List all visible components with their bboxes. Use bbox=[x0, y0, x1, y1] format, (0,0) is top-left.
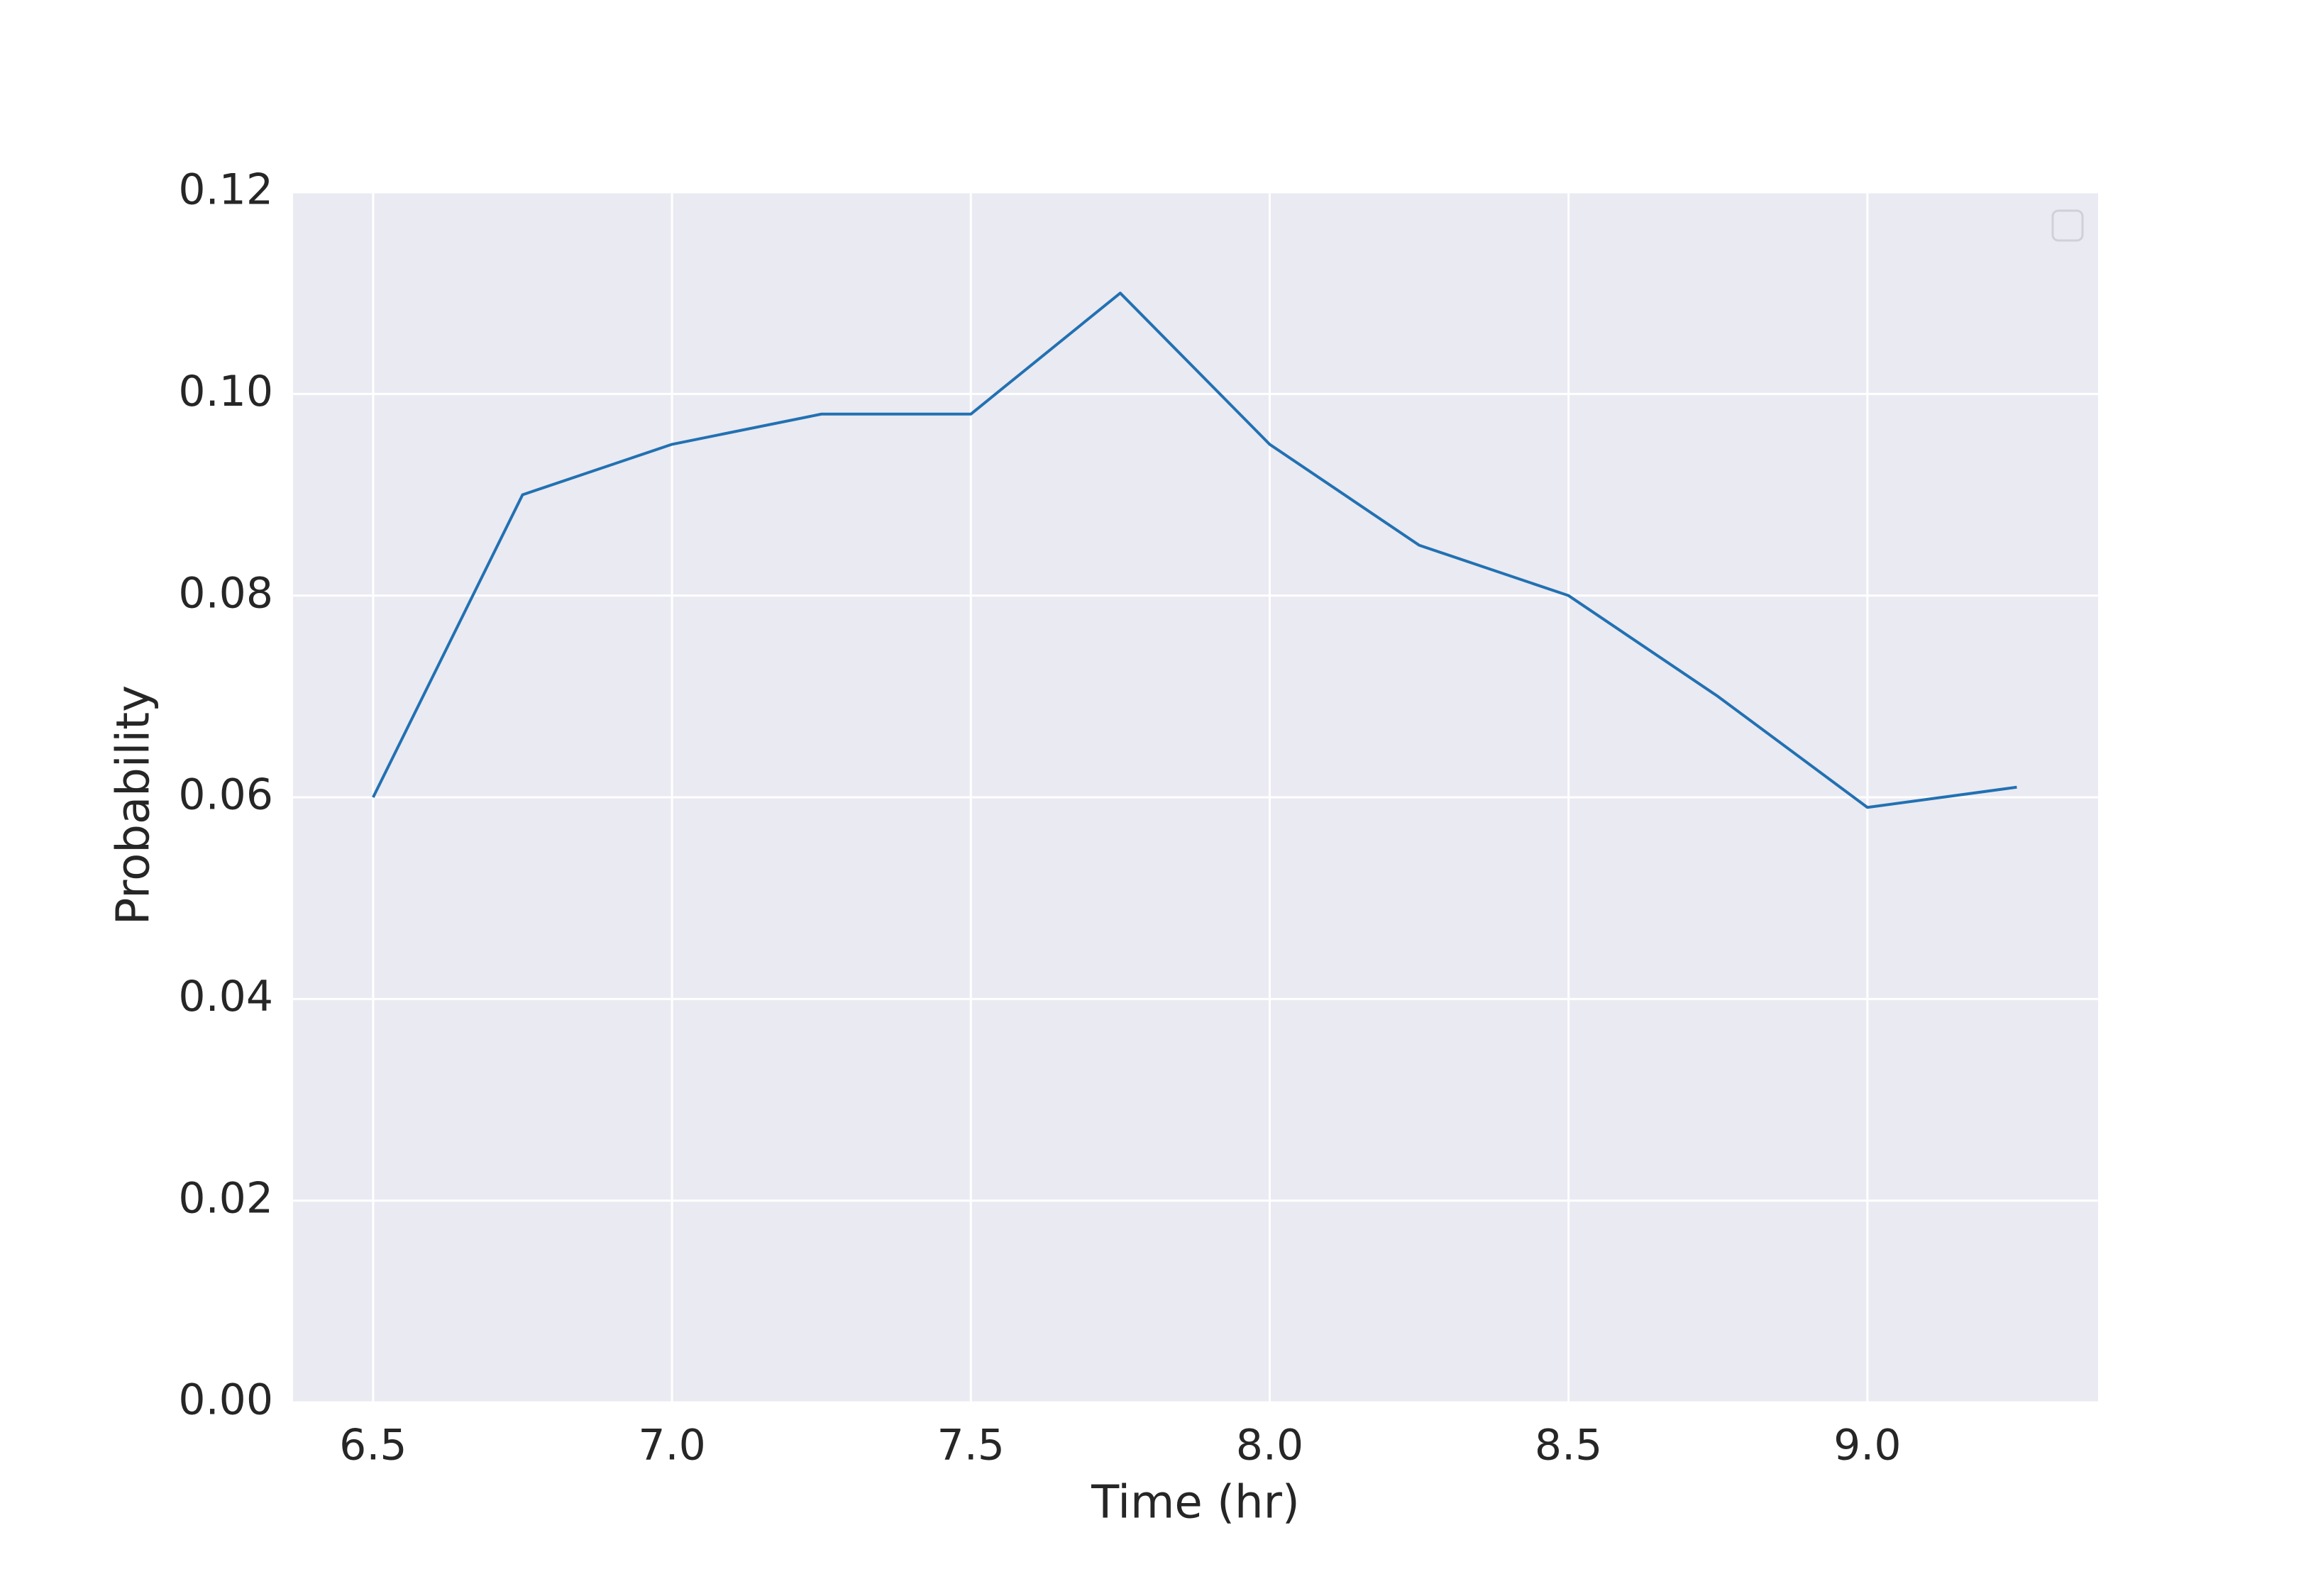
x-tick-label: 8.0 bbox=[1236, 1421, 1303, 1470]
y-tick-label: 0.06 bbox=[178, 770, 273, 820]
y-tick-label: 0.12 bbox=[178, 165, 273, 215]
x-axis-label: Time (hr) bbox=[1091, 1477, 1300, 1529]
line bbox=[372, 292, 2017, 809]
x-tick-label: 6.5 bbox=[339, 1421, 407, 1470]
y-tick-label: 0.10 bbox=[178, 367, 273, 416]
y-axis-label: Probability bbox=[108, 685, 160, 925]
x-tick-label: 8.5 bbox=[1535, 1421, 1602, 1470]
x-tick-label: 7.0 bbox=[638, 1421, 705, 1470]
y-tick-label: 0.00 bbox=[178, 1375, 273, 1425]
y-tick-label: 0.08 bbox=[178, 568, 273, 618]
grid bbox=[293, 191, 2098, 1404]
legend-box bbox=[2051, 209, 2084, 242]
x-tick-label: 9.0 bbox=[1833, 1421, 1901, 1470]
y-tick-label: 0.02 bbox=[178, 1173, 273, 1223]
y-tick-label: 0.04 bbox=[178, 972, 273, 1021]
x-tick-label: 7.5 bbox=[937, 1421, 1005, 1470]
